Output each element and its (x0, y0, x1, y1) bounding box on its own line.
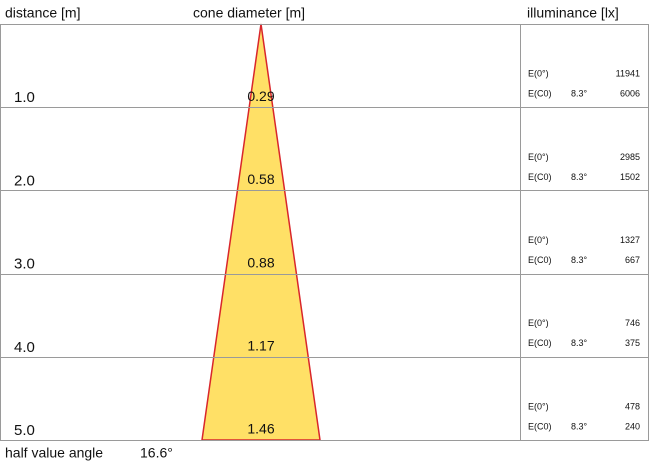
e0-value: 2985 (620, 152, 640, 162)
ec0-value: 375 (625, 338, 640, 348)
e0-label: E(0°) (528, 401, 549, 411)
distance-label: 3.0 (14, 256, 35, 273)
ec0-label: E(C0) (528, 255, 552, 265)
ec0-angle: 8.3° (571, 338, 588, 348)
ec0-angle: 8.3° (571, 89, 588, 99)
e0-value: 746 (625, 318, 640, 328)
distance-label: 4.0 (14, 339, 35, 356)
e0-value: 11941 (616, 69, 640, 79)
ec0-angle: 8.3° (571, 172, 588, 182)
header-distance: distance [m] (5, 5, 80, 21)
e0-value: 1327 (620, 235, 640, 245)
ec0-value: 1502 (620, 172, 640, 182)
ec0-value: 240 (625, 421, 640, 431)
ec0-label: E(C0) (528, 172, 552, 182)
ec0-angle: 8.3° (571, 255, 588, 265)
e0-label: E(0°) (528, 152, 549, 162)
cone-diameter-label: 0.29 (247, 88, 274, 104)
header-illuminance: illuminance [lx] (527, 5, 619, 21)
ec0-value: 667 (625, 255, 640, 265)
distance-label: 5.0 (14, 422, 35, 439)
distance-label: 2.0 (14, 172, 35, 189)
footer-label: half value angle (5, 445, 103, 461)
rows: 1.0 0.29 E(0°) 11941 E(C0) 8.3° 6006 2.0 0.58 E(0… (0, 69, 649, 439)
e0-label: E(0°) (528, 318, 549, 328)
cone-diameter-label: 1.17 (247, 338, 274, 354)
distance-label: 1.0 (14, 89, 35, 106)
ec0-label: E(C0) (528, 421, 552, 431)
header-cone-diameter: cone diameter [m] (193, 5, 305, 21)
frame (0, 24, 649, 441)
ec0-label: E(C0) (528, 338, 552, 348)
e0-label: E(0°) (528, 235, 549, 245)
ec0-value: 6006 (620, 89, 640, 99)
ec0-label: E(C0) (528, 89, 552, 99)
cone-diameter-label: 0.58 (247, 171, 274, 187)
footer-value: 16.6° (140, 445, 173, 461)
cone-diameter-label: 1.46 (247, 421, 274, 437)
e0-label: E(0°) (528, 69, 549, 79)
ec0-angle: 8.3° (571, 421, 588, 431)
cone-diameter-label: 0.88 (247, 254, 274, 270)
e0-value: 478 (625, 401, 640, 411)
